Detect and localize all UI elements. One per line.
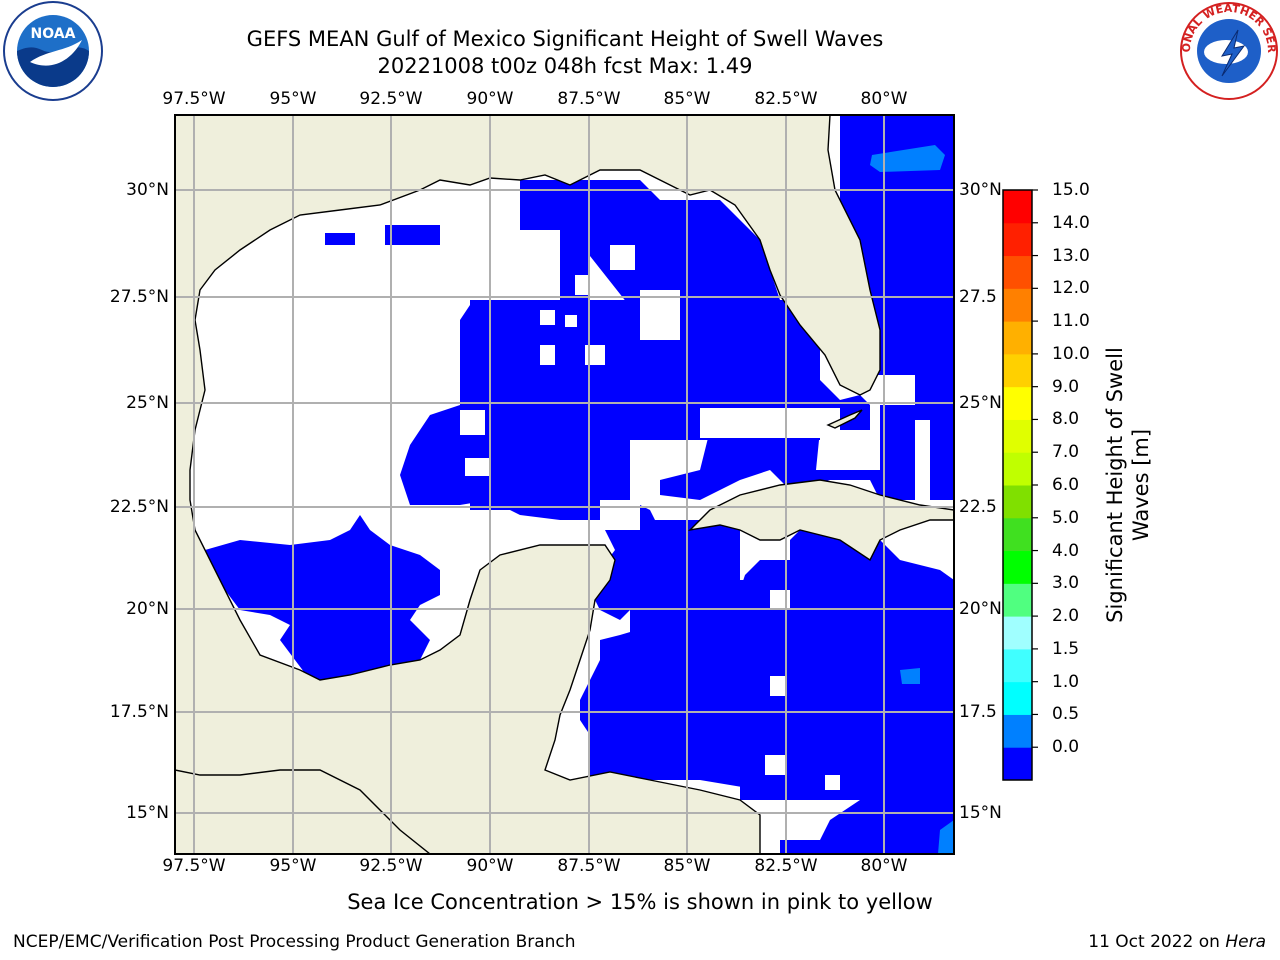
nws-logo-icon: NATIONAL WEATHER SERVICE <box>1178 0 1278 100</box>
colorbar-tick-label: 1.0 <box>1052 671 1080 692</box>
noaa-logo-icon: NOAA <box>3 1 103 101</box>
colorbar-segment <box>1003 190 1032 224</box>
lon-label-top: 80°W <box>860 89 908 109</box>
lat-label-left: 20°N <box>126 599 169 619</box>
colorbar-tick-label: 6.0 <box>1052 475 1080 495</box>
lon-label-bottom: 95°W <box>269 856 317 876</box>
lat-label-right: 20°N <box>959 599 1002 619</box>
colorbar-tick-label: 3.0 <box>1052 573 1080 594</box>
colorbar-segment <box>1003 714 1032 748</box>
colorbar-title-line2: Waves [m] <box>1129 428 1153 542</box>
colorbar-tick-label: 4.0 <box>1052 540 1080 561</box>
lon-label-bottom: 87.5°W <box>557 856 621 876</box>
colorbar-segment <box>1003 747 1032 781</box>
colorbar-segment <box>1003 321 1032 355</box>
chart-subtitle: 20221008 t00z 048h fcst Max: 1.49 <box>377 54 753 78</box>
lon-label-bottom: 90°W <box>466 856 514 876</box>
graticule <box>175 115 954 854</box>
lat-label-left: 17.5°N <box>109 702 169 722</box>
colorbar-tick-label: 11.0 <box>1052 311 1090 332</box>
colorbar-tick-label: 0.5 <box>1052 704 1080 725</box>
colorbar-tick-label: 10.0 <box>1052 343 1090 364</box>
colorbar-segment <box>1003 550 1032 584</box>
lon-label-bottom: 80°W <box>860 856 908 876</box>
lon-label-bottom: 82.5°W <box>754 856 818 876</box>
lat-label-left: 30°N <box>126 180 169 200</box>
colorbar-segment <box>1003 517 1032 552</box>
lon-label-top: 92.5°W <box>359 89 423 109</box>
producer-credit: NCEP/EMC/Verification Post Processing Pr… <box>13 932 576 952</box>
colorbar-segment <box>1003 255 1032 289</box>
colorbar-title: Significant Height of Swell Waves [m] <box>1102 305 1154 665</box>
colorbar-tick-label: 15.0 <box>1052 180 1090 200</box>
host-name: Hera <box>1225 932 1266 952</box>
colorbar-tick-label: 12.0 <box>1052 278 1090 299</box>
lon-label-top: 82.5°W <box>754 89 818 109</box>
generation-date-text: 11 Oct 2022 on <box>1088 932 1226 952</box>
land <box>175 115 954 854</box>
colorbar-tick-label: 5.0 <box>1052 507 1080 528</box>
colorbar-segment <box>1003 386 1032 420</box>
colorbar-title-line1: Significant Height of Swell <box>1103 347 1127 623</box>
colorbar-tick-label: 0.0 <box>1052 737 1080 758</box>
lat-label-left: 15°N <box>126 803 169 823</box>
lon-label-top: 95°W <box>269 89 317 109</box>
colorbar-segment <box>1003 616 1032 650</box>
colorbar-segment <box>1003 648 1032 683</box>
lat-label-left: 22.5°N <box>109 497 169 517</box>
lon-label-top: 97.5°W <box>162 89 226 109</box>
lat-label-right: 15°N <box>959 803 1002 823</box>
chart-title: GEFS MEAN Gulf of Mexico Significant Hei… <box>246 27 884 51</box>
lat-label-right: 30°N <box>959 180 1002 200</box>
colorbar-segment <box>1003 583 1032 617</box>
colorbar-segment <box>1003 681 1032 715</box>
lat-label-right: 22.5 <box>959 497 997 517</box>
colorbar-tick-label: 2.0 <box>1052 606 1080 627</box>
colorbar-tick-label: 8.0 <box>1052 409 1080 430</box>
map-frame <box>174 114 955 855</box>
lon-label-top: 90°W <box>466 89 514 109</box>
colorbar-tick-label: 7.0 <box>1052 442 1080 463</box>
colorbar-tick-label: 13.0 <box>1052 245 1090 266</box>
swell-region-low-sw <box>205 515 440 680</box>
colorbar-tick-label: 1.5 <box>1052 638 1080 659</box>
lat-label-left: 25°N <box>126 393 169 413</box>
lat-label-right: 27.5 <box>959 287 997 307</box>
swell-no-data-holes <box>460 245 840 790</box>
lat-label-left: 27.5°N <box>109 287 169 307</box>
colorbar-segment <box>1003 485 1032 519</box>
colorbar-segment <box>1003 353 1032 388</box>
generation-date: 11 Oct 2022 on Hera <box>1088 932 1266 952</box>
lon-label-bottom: 97.5°W <box>162 856 226 876</box>
colorbar <box>1002 189 1038 781</box>
colorbar-segment <box>1003 288 1032 322</box>
colorbar-tick-label: 9.0 <box>1052 376 1080 397</box>
colorbar-segment <box>1003 419 1032 453</box>
noaa-logo-text: NOAA <box>31 26 76 42</box>
lon-label-top: 85°W <box>663 89 711 109</box>
sea-ice-note: Sea Ice Concentration > 15% is shown in … <box>347 890 933 914</box>
colorbar-segment <box>1003 222 1032 257</box>
colorbar-tick-label: 14.0 <box>1052 212 1090 233</box>
lon-label-bottom: 92.5°W <box>359 856 423 876</box>
lat-label-right: 17.5 <box>959 702 997 722</box>
lon-label-top: 87.5°W <box>557 89 621 109</box>
lat-label-right: 25°N <box>959 393 1002 413</box>
colorbar-segment <box>1003 452 1032 486</box>
lon-label-bottom: 85°W <box>663 856 711 876</box>
